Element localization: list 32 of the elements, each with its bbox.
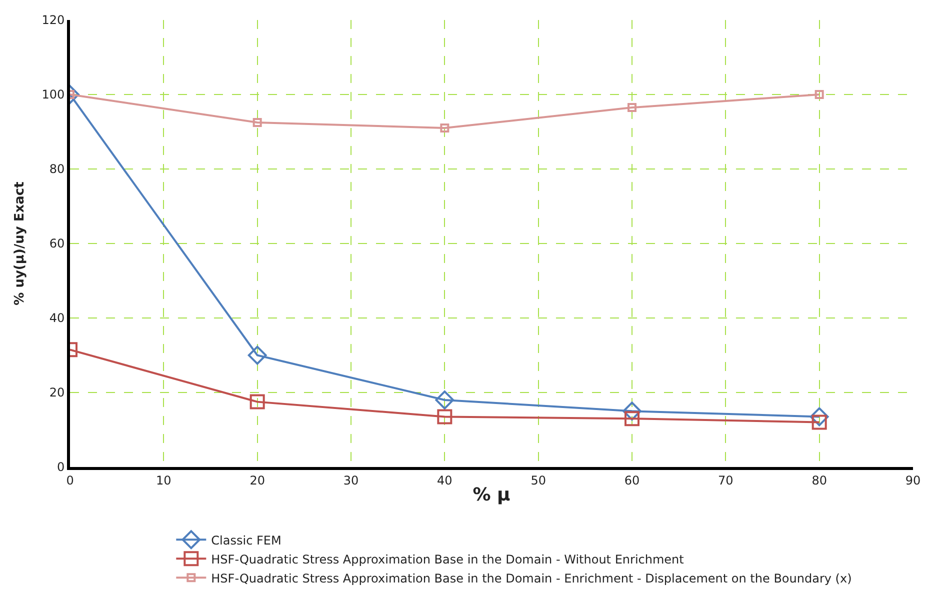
y-tick-label: 20	[49, 386, 65, 400]
point	[437, 409, 452, 424]
y-tick-label: 100	[42, 88, 65, 102]
x-tick-label: 30	[343, 473, 359, 488]
point	[810, 407, 829, 426]
point	[440, 124, 450, 133]
y-axis-title: % uy(μ)/uy Exact	[12, 182, 28, 306]
x-axis-title: % μ	[472, 484, 510, 506]
point	[814, 90, 824, 99]
point	[435, 390, 454, 410]
x-tick-label: 90	[905, 473, 921, 488]
y-tick-label: 120	[42, 13, 65, 28]
point	[250, 394, 265, 410]
point	[622, 402, 642, 421]
y-tick-label: 40	[49, 311, 65, 326]
x-tick-label: 50	[530, 473, 546, 488]
legend-label: Classic FEM	[211, 533, 282, 548]
x-tick-label: 70	[718, 473, 734, 488]
point	[252, 118, 262, 127]
x-tick-label: 20	[250, 473, 265, 488]
x-tick-label: 60	[624, 473, 640, 488]
x-tick-label: 10	[156, 473, 172, 488]
legend-label: HSF-Quadratic Stress Approximation Base in the Domain - Enrichment - Displacement on the Boundary (x)	[211, 571, 852, 586]
point	[248, 346, 267, 365]
y-tick-label: 80	[49, 162, 65, 176]
x-tick-label: 0	[66, 473, 74, 488]
point	[628, 103, 636, 112]
legend-label: HSF-Quadratic Stress Approximation Base in the Domain - Without Enrichment	[211, 552, 684, 566]
x-tick-label: 40	[437, 473, 452, 488]
x-tick-label: 80	[812, 473, 827, 488]
y-tick-label: 0	[56, 460, 65, 474]
y-tick-label: 60	[49, 236, 65, 251]
